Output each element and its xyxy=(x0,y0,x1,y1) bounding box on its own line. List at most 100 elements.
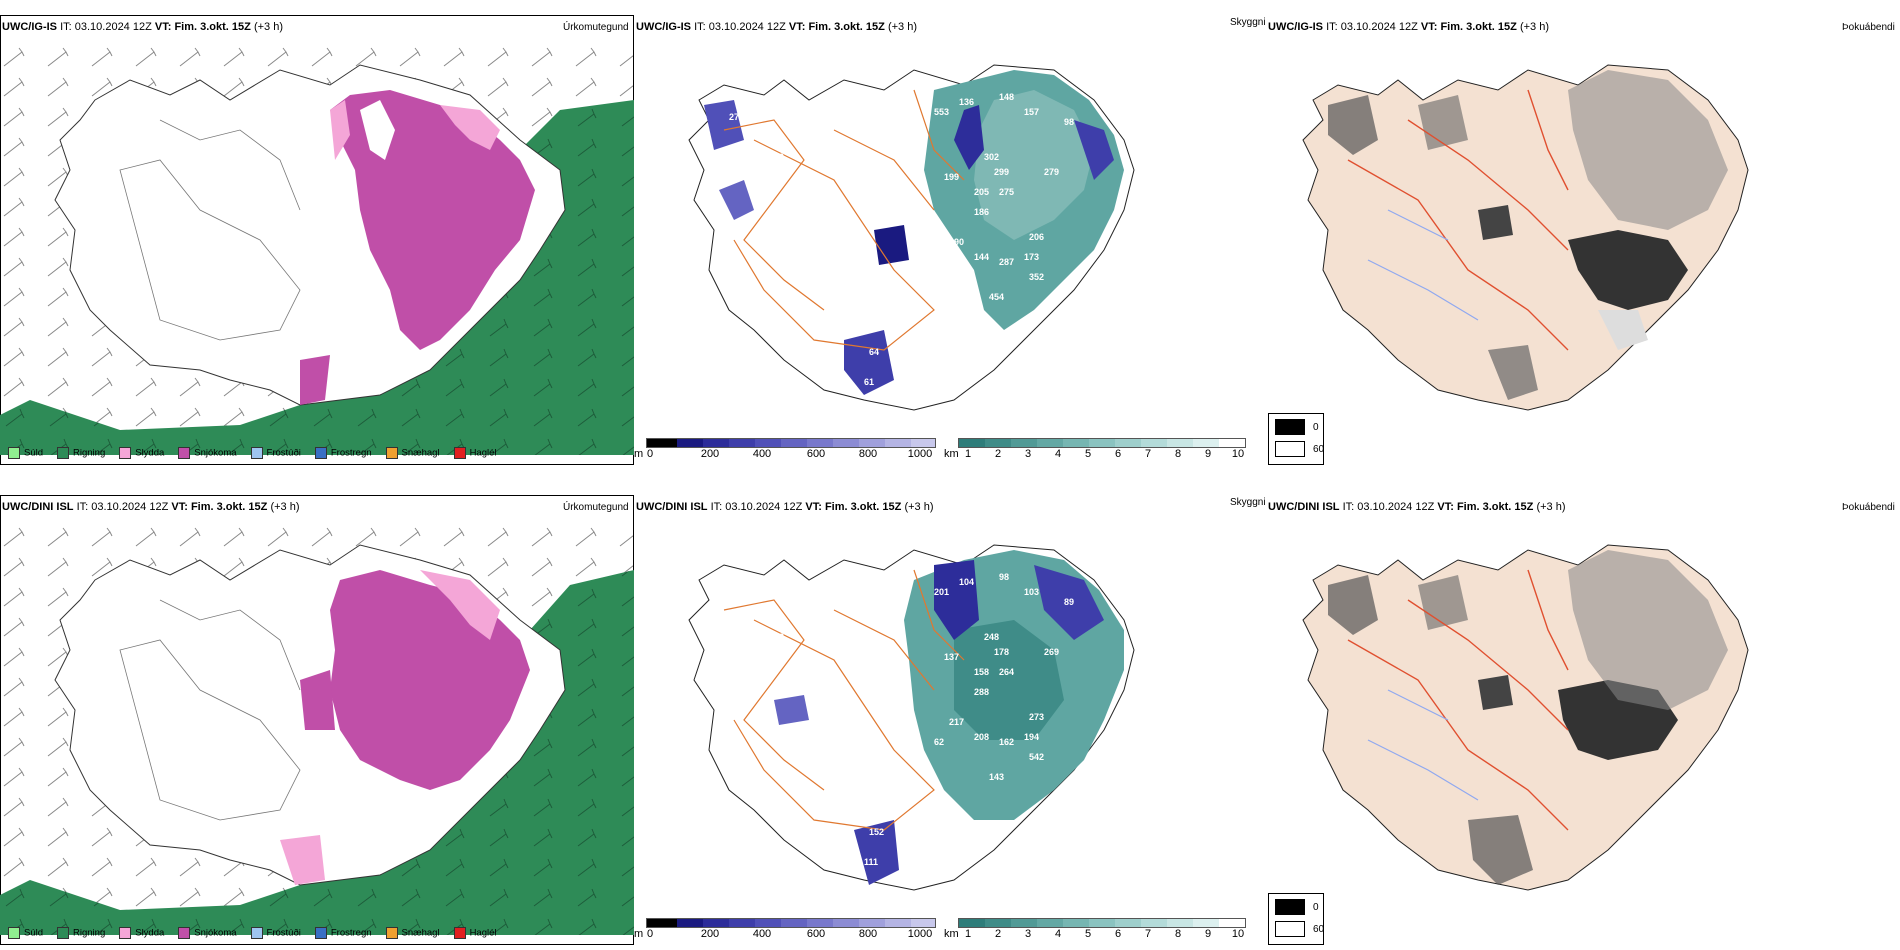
visibility-tick: 6 xyxy=(1114,448,1122,460)
model-name: UWC/IG-IS xyxy=(636,21,691,33)
lead-time: (+3 h) xyxy=(887,21,917,33)
visibility-tick: 7 xyxy=(1144,448,1152,460)
legend-swatch xyxy=(314,447,327,459)
legend-item-slydda: Slydda xyxy=(119,447,164,459)
it-value: 03.10.2024 12Z xyxy=(1340,21,1418,33)
it-label: IT: xyxy=(1326,21,1338,33)
legend-swatch xyxy=(385,447,398,459)
legend-item-snaehagl: Snæhagl xyxy=(385,447,440,459)
it-label: IT: xyxy=(694,21,706,33)
panel-title: UWC/IG-IS IT: 03.10.2024 12Z VT: Fim. 3.… xyxy=(636,21,917,33)
visibility-value-label: 143 xyxy=(989,772,1004,782)
visibility-value-label: 76 xyxy=(729,592,739,602)
fog-legend-item: 0 xyxy=(1275,419,1319,435)
visibility-panel-top: UWC/IG-IS IT: 03.10.2024 12Z VT: Fim. 3.… xyxy=(634,10,1268,465)
visibility-unit: km xyxy=(944,928,959,940)
visibility-value-label: 62 xyxy=(934,737,944,747)
precip-panel-top: UWC/IG-IS IT: 03.10.2024 12Z VT: Fim. 3.… xyxy=(0,10,634,465)
vt-value: Fim. 3.okt. 15Z xyxy=(808,21,885,33)
visibility-value-label: 275 xyxy=(999,187,1014,197)
height-tick: 0 xyxy=(646,448,654,460)
visibility-value-label: 103 xyxy=(1024,587,1039,597)
visibility-value-label: 186 xyxy=(974,207,989,217)
height-tick: 0 xyxy=(646,928,654,940)
visibility-colorbar: km 1 2 3 4 5 6 7 8 9 10 xyxy=(944,918,1246,942)
legend-swatch xyxy=(119,447,132,459)
height-unit: m xyxy=(634,448,644,460)
height-tick: 400 xyxy=(752,928,772,940)
visibility-value-label: 223 xyxy=(769,632,784,642)
visibility-value-label: 178 xyxy=(994,647,1009,657)
it-label: IT: xyxy=(76,501,89,513)
visibility-colorbar: km 1 2 3 4 5 6 7 8 9 10 xyxy=(944,438,1246,462)
visibility-tick: 3 xyxy=(1024,928,1032,940)
legend-swatch xyxy=(314,927,327,939)
visibility-value-label: 137 xyxy=(944,652,959,662)
vt-label: VT: xyxy=(805,501,822,513)
visibility-tick: 9 xyxy=(1204,448,1212,460)
visibility-value-label: 287 xyxy=(999,257,1014,267)
visibility-value-label: 279 xyxy=(1044,167,1059,177)
visibility-value-label: 101 xyxy=(754,582,769,592)
it-label: IT: xyxy=(60,21,72,33)
height-tick: 1000 xyxy=(907,448,933,460)
panel-name: Úrkomutegund xyxy=(563,502,629,513)
legend-swatch xyxy=(178,447,191,459)
legend-swatch xyxy=(385,927,398,939)
visibility-value-label: 269 xyxy=(1044,647,1059,657)
fog-panel-bottom: UWC/DINI ISL IT: 03.10.2024 12Z VT: Fim.… xyxy=(1268,490,1900,945)
height-tick: 200 xyxy=(700,928,720,940)
visibility-tick: 9 xyxy=(1204,928,1212,940)
visibility-tick: 5 xyxy=(1084,448,1092,460)
fog-map xyxy=(1302,64,1749,411)
visibility-value-label: 98 xyxy=(999,572,1009,582)
visibility-value-label: 97 xyxy=(924,817,934,827)
it-value: 03.10.2024 12Z xyxy=(708,21,786,33)
visibility-value-label: 205 xyxy=(974,187,989,197)
height-tick: 1000 xyxy=(907,928,933,940)
model-name: UWC/IG-IS xyxy=(2,21,57,33)
legend-item-sudd: Súld xyxy=(8,447,43,459)
fog-legend-box: 0 60 xyxy=(1268,893,1324,945)
lead-time: (+3 h) xyxy=(904,501,934,513)
visibility-strip xyxy=(958,438,1246,448)
legend-item-slydda: Slydda xyxy=(119,927,164,939)
visibility-value-label: 201 xyxy=(934,587,949,597)
legend-swatch xyxy=(57,927,70,939)
visibility-tick: 2 xyxy=(994,928,1002,940)
panel-name: Þokuábendi xyxy=(1842,502,1895,513)
height-tick: 600 xyxy=(806,448,826,460)
visibility-value-label: 140 xyxy=(934,257,949,267)
visibility-value-label: 99 xyxy=(754,102,764,112)
visibility-tick: 8 xyxy=(1174,928,1182,940)
visibility-value-label: 194 xyxy=(1024,732,1039,742)
visibility-value-label: 288 xyxy=(974,687,989,697)
panel-name: Úrkomutegund xyxy=(563,22,629,33)
legend-swatch xyxy=(250,447,263,459)
visibility-value-label: 144 xyxy=(974,252,989,262)
vt-label: VT: xyxy=(154,21,172,33)
visibility-value-label: 89 xyxy=(1064,597,1074,607)
precip-panel-bottom: UWC/DINI ISL IT: 03.10.2024 12Z VT: Fim.… xyxy=(0,490,634,945)
visibility-value-label: 64 xyxy=(869,347,879,357)
visibility-value-label: 152 xyxy=(869,827,884,837)
legend-swatch xyxy=(250,927,263,939)
it-label: IT: xyxy=(1342,501,1355,513)
visibility-value-label: 158 xyxy=(974,667,989,677)
lead-time: (+3 h) xyxy=(253,21,283,33)
legend-item-frostregn: Frostregn xyxy=(314,447,372,459)
visibility-value-label: 208 xyxy=(974,732,989,742)
height-colorbar: m 0 200 400 600 800 1000 xyxy=(634,438,936,462)
visibility-value-label: 157 xyxy=(1024,107,1039,117)
vt-label: VT: xyxy=(788,21,806,33)
visibility-tick: 7 xyxy=(1144,928,1152,940)
model-name: UWC/DINI ISL xyxy=(1268,501,1340,513)
legend-item-sudd: Súld xyxy=(8,927,43,939)
vt-label: VT: xyxy=(171,501,188,513)
panel-title: UWC/DINI ISL IT: 03.10.2024 12Z VT: Fim.… xyxy=(1268,501,1565,513)
visibility-value-label: 111 xyxy=(864,857,878,867)
panel-name: Skyggni xyxy=(1230,497,1266,508)
visibility-value-label: 180 xyxy=(769,152,784,162)
it-value: 03.10.2024 12Z xyxy=(91,501,169,513)
fog-map xyxy=(1302,544,1749,891)
